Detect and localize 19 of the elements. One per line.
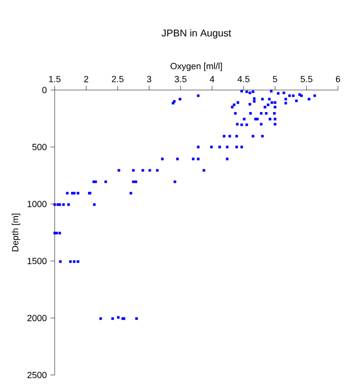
y-tick-label: 2000 — [27, 314, 47, 322]
x-tick-label: 2.5 — [112, 76, 124, 82]
x-tick-label: 2 — [84, 76, 88, 82]
x-tick-label: 5 — [272, 76, 278, 82]
x-tick-label: 4.5 — [238, 76, 250, 82]
y-axis-title: Depth [m] — [12, 214, 20, 252]
x-tick-label: 6 — [336, 76, 340, 82]
x-tick-label: 3.5 — [174, 76, 186, 82]
y-tick-label: 500 — [32, 144, 47, 150]
x-axis-title: Oxygen [ml/l] — [170, 62, 222, 72]
y-tick-label: 1000 — [28, 200, 47, 208]
y-tick-label: 0 — [42, 86, 47, 94]
y-tick-label: 2500 — [27, 372, 47, 378]
x-tick-label: 5.5 — [300, 76, 312, 82]
x-tick-label: 1.5 — [49, 76, 61, 82]
x-tick-label: 4 — [210, 76, 214, 82]
y-tick-label: 1500 — [28, 258, 47, 264]
x-tick-label: 3 — [146, 76, 152, 82]
chart-title: JPBN in August — [162, 29, 232, 38]
